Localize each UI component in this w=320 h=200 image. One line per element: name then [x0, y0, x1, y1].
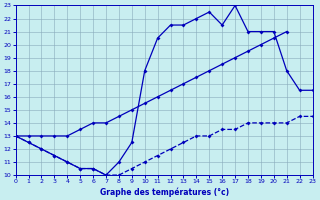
X-axis label: Graphe des températures (°c): Graphe des températures (°c): [100, 187, 229, 197]
